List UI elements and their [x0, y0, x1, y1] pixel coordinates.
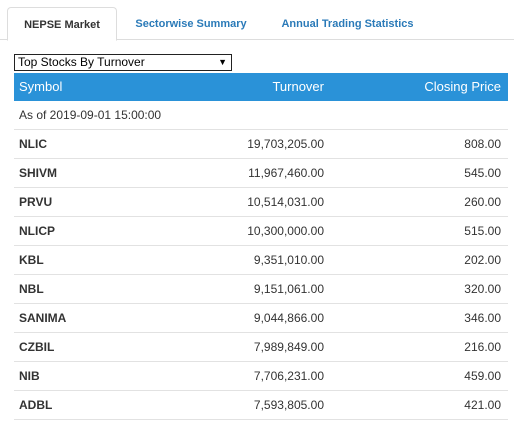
cell-symbol: NIB [19, 369, 40, 383]
cell-symbol: NLICP [19, 224, 55, 238]
table-row: NLIC 19,703,205.00 808.00 [14, 130, 508, 159]
cell-symbol: PRVU [19, 195, 53, 209]
cell-turnover: 19,703,205.00 [247, 137, 324, 151]
table-row: NBL 9,151,061.00 320.00 [14, 275, 508, 304]
table-row: ADBL 7,593,805.00 421.00 [14, 391, 508, 420]
table-row: SHIVM 11,967,460.00 545.00 [14, 159, 508, 188]
cell-symbol: SANIMA [19, 311, 67, 325]
cell-turnover: 9,044,866.00 [253, 311, 324, 325]
tab-nepse-market[interactable]: NEPSE Market [7, 7, 117, 41]
cell-closing-price: 808.00 [464, 137, 501, 151]
cell-closing-price: 515.00 [464, 224, 501, 238]
cell-symbol: KBL [19, 253, 44, 267]
cell-closing-price: 459.00 [464, 369, 501, 383]
table-row: SANIMA 9,044,866.00 346.00 [14, 304, 508, 333]
table-body: NLIC 19,703,205.00 808.00 SHIVM 11,967,460.0… [14, 130, 508, 420]
select-value: Top Stocks By Turnover [18, 55, 145, 69]
top-stocks-select[interactable]: Top Stocks By Turnover ▼ [14, 54, 232, 71]
table-row: NLICP 10,300,000.00 515.00 [14, 217, 508, 246]
cell-turnover: 9,151,061.00 [253, 282, 324, 296]
table-header: Symbol Turnover Closing Price [14, 73, 508, 101]
cell-closing-price: 346.00 [464, 311, 501, 325]
cell-turnover: 10,514,031.00 [247, 195, 324, 209]
tab-sectorwise-summary[interactable]: Sectorwise Summary [135, 18, 247, 30]
tab-annual-trading-statistics[interactable]: Annual Trading Statistics [281, 18, 414, 30]
cell-symbol: SHIVM [19, 166, 58, 180]
header-closing-price: Closing Price [424, 79, 501, 94]
cell-closing-price: 545.00 [464, 166, 501, 180]
cell-symbol: NLIC [19, 137, 47, 151]
cell-turnover: 9,351,010.00 [253, 253, 324, 267]
header-turnover: Turnover [272, 79, 324, 94]
header-symbol: Symbol [19, 79, 63, 94]
cell-symbol: ADBL [19, 398, 53, 412]
tab-bar: NEPSE Market Sectorwise Summary Annual T… [0, 0, 514, 41]
cell-closing-price: 421.00 [464, 398, 501, 412]
table-row: KBL 9,351,010.00 202.00 [14, 246, 508, 275]
table-row: CZBIL 7,989,849.00 216.00 [14, 333, 508, 362]
cell-closing-price: 260.00 [464, 195, 501, 209]
table-row: NIB 7,706,231.00 459.00 [14, 362, 508, 391]
table-row: PRVU 10,514,031.00 260.00 [14, 188, 508, 217]
cell-closing-price: 202.00 [464, 253, 501, 267]
dropdown-arrow-icon: ▼ [218, 57, 227, 67]
cell-turnover: 11,967,460.00 [248, 166, 324, 180]
cell-turnover: 10,300,000.00 [247, 224, 324, 238]
cell-turnover: 7,593,805.00 [253, 398, 324, 412]
cell-symbol: CZBIL [19, 340, 55, 354]
cell-closing-price: 320.00 [464, 282, 501, 296]
cell-turnover: 7,989,849.00 [253, 340, 324, 354]
cell-symbol: NBL [19, 282, 44, 296]
stocks-table: Symbol Turnover Closing Price As of 2019… [14, 73, 508, 420]
cell-closing-price: 216.00 [464, 340, 501, 354]
cell-turnover: 7,706,231.00 [253, 369, 324, 383]
as-of-timestamp: As of 2019-09-01 15:00:00 [14, 101, 508, 130]
